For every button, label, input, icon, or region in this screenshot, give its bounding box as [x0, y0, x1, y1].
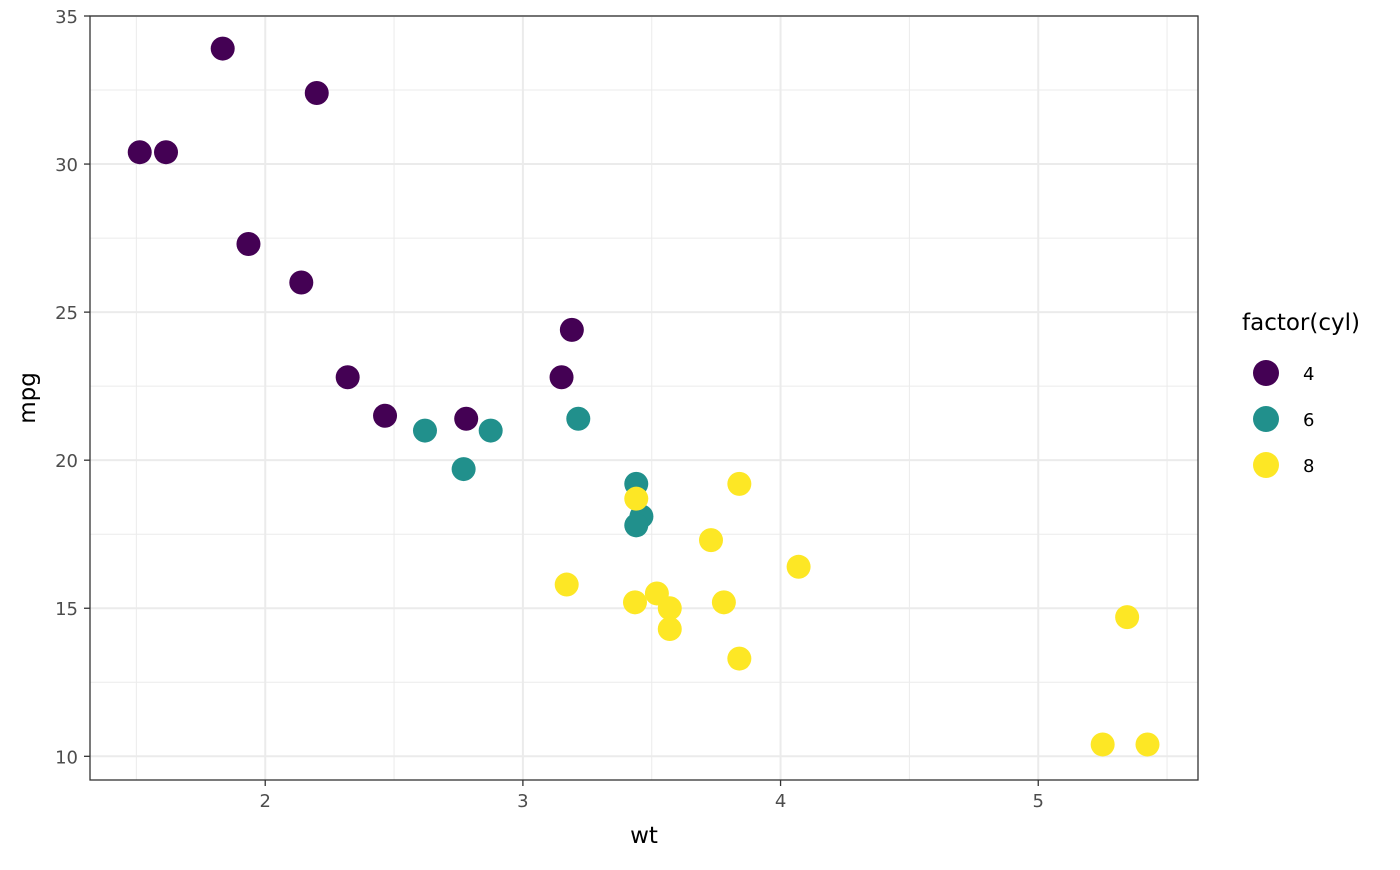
data-point-cyl-4 [373, 403, 398, 428]
plot-panel-background [90, 16, 1198, 780]
data-point-cyl-4 [559, 317, 584, 342]
data-point-cyl-8 [1115, 605, 1140, 630]
data-point-cyl-8 [727, 646, 752, 671]
data-point-cyl-6 [566, 406, 591, 431]
x-axis: 2 3 4 5 [259, 780, 1044, 812]
x-tick-label: 5 [1033, 791, 1044, 812]
data-point-cyl-8 [727, 471, 752, 496]
legend: factor(cyl) 4 6 8 [1242, 310, 1360, 478]
x-tick-label: 3 [517, 791, 528, 812]
y-tick-label: 10 [55, 747, 78, 768]
data-point-cyl-4 [154, 140, 179, 165]
data-point-cyl-4 [236, 232, 261, 257]
y-tick-label: 30 [55, 155, 78, 176]
legend-label-8: 8 [1303, 456, 1314, 477]
y-tick-label: 20 [55, 451, 78, 472]
legend-items: 4 6 8 [1253, 360, 1314, 478]
y-axis-title: mpg [15, 372, 41, 424]
plot-panel-border [89, 15, 1199, 781]
data-point-cyl-8 [657, 596, 682, 621]
legend-label-4: 4 [1303, 364, 1314, 385]
data-point-cyl-4 [454, 406, 479, 431]
legend-title: factor(cyl) [1242, 310, 1360, 336]
data-point-cyl-8 [711, 590, 736, 615]
legend-key-8 [1253, 452, 1279, 478]
x-tick-label: 4 [775, 791, 786, 812]
y-tick-label: 25 [55, 303, 78, 324]
data-point-cyl-8 [786, 554, 811, 579]
x-tick-label: 2 [259, 791, 270, 812]
legend-label-6: 6 [1303, 410, 1314, 431]
data-point-cyl-4 [127, 140, 152, 165]
data-point-cyl-8 [698, 528, 723, 553]
data-points [127, 36, 1160, 757]
y-tick-label: 35 [55, 7, 78, 28]
x-axis-title: wt [630, 823, 658, 849]
legend-key-6 [1253, 406, 1279, 432]
data-point-cyl-4 [210, 36, 235, 61]
data-point-cyl-6 [451, 457, 476, 482]
data-point-cyl-4 [289, 270, 314, 295]
data-point-cyl-4 [549, 365, 574, 390]
data-point-cyl-6 [412, 418, 437, 443]
data-point-cyl-6 [478, 418, 503, 443]
major-gridlines [90, 15, 1198, 780]
data-point-cyl-4 [304, 80, 329, 105]
y-tick-label: 15 [55, 599, 78, 620]
data-point-cyl-8 [1090, 732, 1115, 757]
legend-key-4 [1253, 360, 1279, 386]
data-point-cyl-8 [657, 616, 682, 641]
data-point-cyl-6 [624, 513, 649, 538]
data-point-cyl-8 [622, 590, 647, 615]
data-point-cyl-8 [1135, 732, 1160, 757]
minor-gridlines [90, 16, 1198, 780]
data-point-cyl-4 [335, 365, 360, 390]
data-point-cyl-8 [554, 572, 579, 597]
data-point-cyl-8 [624, 486, 649, 511]
y-axis: 10 15 20 25 30 35 [55, 7, 90, 768]
